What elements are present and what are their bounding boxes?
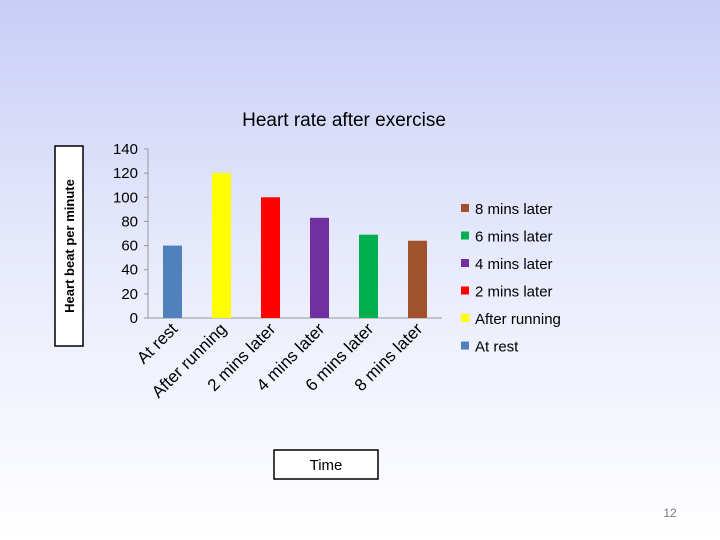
legend-swatch — [461, 204, 469, 212]
bar-6-mins-later — [359, 234, 378, 318]
legend-swatch — [461, 231, 469, 240]
bar-at-rest — [163, 245, 182, 318]
x-axis-label: Time — [310, 457, 343, 474]
x-category-label: At rest — [133, 319, 181, 367]
x-axis-label-box — [273, 449, 379, 480]
y-axis-label-box — [54, 145, 84, 347]
y-axis-ticks: 0 20 40 60 80 100 120 140 — [113, 141, 148, 327]
bar-8-mins-later — [408, 240, 427, 318]
bar-after-running — [212, 173, 231, 318]
slide-number: 12 — [663, 506, 677, 520]
y-axis-label: Heart beat per minute — [62, 179, 77, 313]
bar-2-mins-later — [261, 197, 280, 318]
y-tick-label: 20 — [121, 286, 138, 303]
legend-swatch — [461, 341, 469, 350]
bars — [163, 173, 427, 318]
legend-item-label: At rest — [475, 339, 519, 356]
y-tick-label: 100 — [113, 189, 138, 206]
bar-4-mins-later — [310, 217, 329, 318]
y-tick-label: 80 — [121, 213, 138, 230]
legend-swatch — [461, 259, 469, 267]
legend-item-label: 6 mins later — [475, 229, 553, 246]
y-tick-label: 140 — [113, 141, 138, 158]
legend-item-label: After running — [475, 311, 561, 328]
chart-title: Heart rate after exercise — [242, 110, 446, 131]
legend-swatch — [461, 314, 469, 322]
y-tick-label: 120 — [113, 165, 138, 182]
legend-item-label: 8 mins later — [475, 201, 553, 218]
y-tick-label: 60 — [121, 238, 138, 255]
y-tick-label: 40 — [121, 262, 138, 279]
legend-item-label: 2 mins later — [475, 284, 553, 301]
legend-item-label: 4 mins later — [475, 256, 553, 273]
y-tick-label: 0 — [130, 310, 138, 327]
legend: 8 mins later 6 mins later 4 mins later 2 mi… — [461, 201, 561, 356]
legend-swatch — [461, 286, 469, 295]
